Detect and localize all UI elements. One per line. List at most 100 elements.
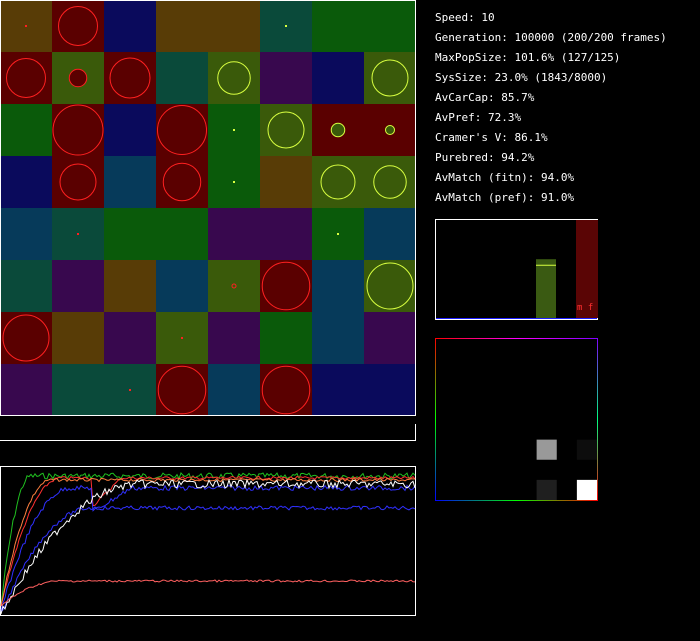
grid-cell[interactable] [260,364,312,416]
grid-cell[interactable] [104,52,156,104]
matrix-cell [536,439,557,460]
organism-circle [52,104,104,156]
organism-circle [6,58,46,98]
organism-circle [162,162,202,202]
histogram-bar [576,220,598,318]
grid-cell[interactable] [156,208,208,260]
plot-frame [0,466,416,616]
organism-dot [337,233,339,235]
grid-cell[interactable] [312,156,364,208]
organism-circle [330,122,346,138]
grid-cell[interactable] [156,156,208,208]
grid-cell[interactable] [104,0,156,52]
grid-cell[interactable] [104,104,156,156]
grid-cell[interactable] [52,312,104,364]
grid-cell[interactable] [0,208,52,260]
organism-circle [320,164,356,200]
grid-cell[interactable] [312,312,364,364]
grid-cell[interactable] [364,312,416,364]
organism-circle [231,283,237,289]
organism-circle [58,6,98,46]
grid-cell[interactable] [156,0,208,52]
organism-circle [385,125,395,135]
plot-series-line [0,579,416,607]
grid-cell[interactable] [364,0,416,52]
grid-cell[interactable] [156,104,208,156]
grid-border [0,0,416,416]
world-grid[interactable] [0,0,416,416]
organism-circle [157,365,207,415]
plot-series-line [0,505,416,613]
organism-circle [261,261,311,311]
stat-sys-size: SysSize: 23.0% (1843/8000) [435,71,608,84]
histogram-sex-label: m f [577,303,593,313]
grid-cell[interactable] [364,260,416,312]
grid-cell[interactable] [312,364,364,416]
grid-cell[interactable] [312,0,364,52]
history-plot [0,466,416,616]
organism-circle [2,314,50,362]
grid-cell[interactable] [104,156,156,208]
organism-dot [129,389,131,391]
grid-cell[interactable] [208,364,260,416]
organism-circle [261,365,311,415]
organism-circle [371,59,409,97]
plot-series-line [0,478,416,615]
grid-cell[interactable] [260,104,312,156]
grid-cell[interactable] [52,156,104,208]
stat-av-match-fitn: AvMatch (fitn): 94.0% [435,171,575,184]
organism-dot [233,129,235,131]
mating-matrix [435,338,598,501]
grid-cell[interactable] [104,312,156,364]
divider-tick [415,424,416,441]
grid-cell[interactable] [208,0,260,52]
grid-cell[interactable] [364,156,416,208]
grid-cell[interactable] [260,52,312,104]
grid-cell[interactable] [0,312,52,364]
grid-cell[interactable] [364,52,416,104]
matrix-cell [576,439,597,460]
grid-cell[interactable] [52,364,104,416]
grid-cell[interactable] [260,156,312,208]
grid-cell[interactable] [156,52,208,104]
organism-dot [25,25,27,27]
grid-cell[interactable] [208,312,260,364]
grid-cell[interactable] [260,208,312,260]
grid-cell[interactable] [260,260,312,312]
grid-cell[interactable] [52,260,104,312]
grid-cell[interactable] [364,364,416,416]
grid-cell[interactable] [0,104,52,156]
grid-cell[interactable] [312,260,364,312]
matrix-cell [536,479,557,500]
grid-cell[interactable] [208,52,260,104]
grid-cell[interactable] [208,208,260,260]
grid-cell[interactable] [156,364,208,416]
grid-cell[interactable] [0,52,52,104]
grid-cell[interactable] [0,260,52,312]
grid-cell[interactable] [208,260,260,312]
grid-cell[interactable] [156,260,208,312]
organism-circle [157,105,207,155]
organism-circle [109,57,151,99]
grid-cell[interactable] [104,260,156,312]
grid-cell[interactable] [260,312,312,364]
grid-cell[interactable] [104,208,156,260]
stat-cramers-v: Cramer's V: 86.1% [435,131,548,144]
stat-av-car-cap: AvCarCap: 85.7% [435,91,535,104]
organism-dot [181,337,183,339]
organism-circle [373,165,407,199]
organism-circle [59,163,97,201]
histogram-bar [536,259,556,318]
grid-cell[interactable] [52,0,104,52]
grid-cell[interactable] [312,52,364,104]
grid-cell[interactable] [0,364,52,416]
matrix-cell [576,479,597,500]
organism-circle [267,111,305,149]
grid-cell[interactable] [0,156,52,208]
organism-dot [285,25,287,27]
matrix-border-top [435,338,598,339]
stat-speed: Speed: 10 [435,11,495,24]
grid-cell[interactable] [364,208,416,260]
plot-series-line [0,484,416,611]
grid-cell[interactable] [52,104,104,156]
